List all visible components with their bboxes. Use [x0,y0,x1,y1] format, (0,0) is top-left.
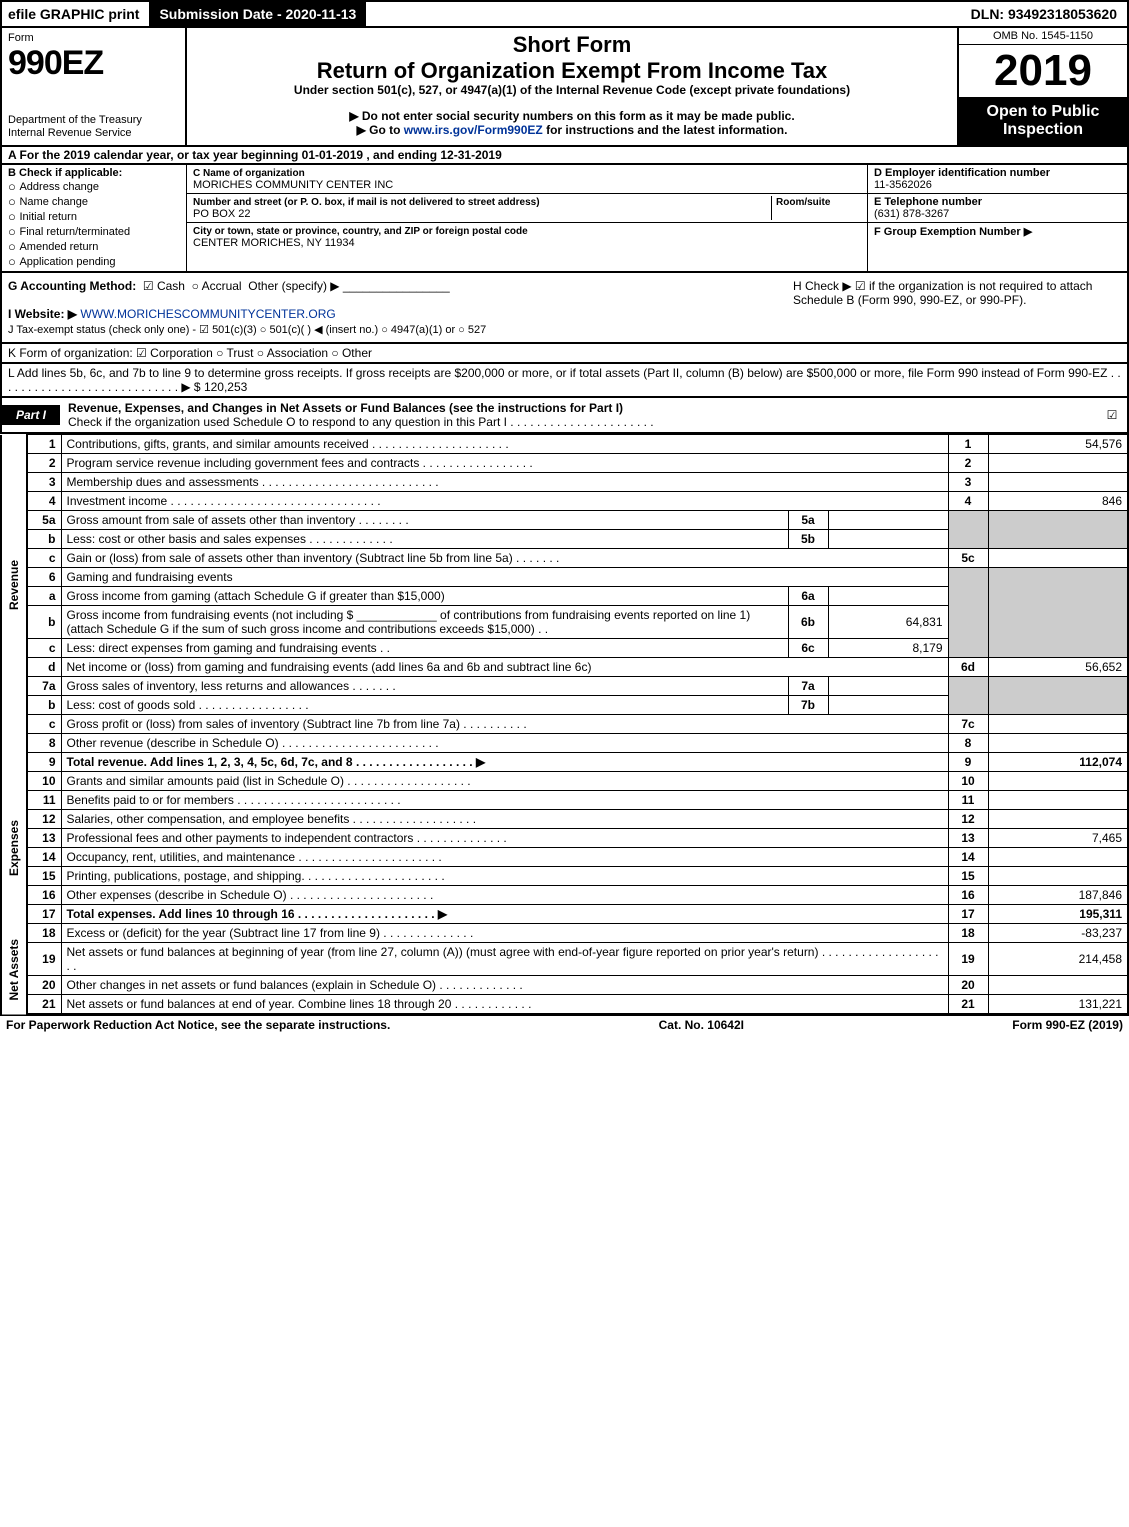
chk-address[interactable]: Address change [8,179,180,194]
return-title: Return of Organization Exempt From Incom… [197,58,947,83]
dept-irs: Internal Revenue Service [8,127,179,141]
f-grp-lbl: F Group Exemption Number ▶ [874,226,1032,238]
irs-link[interactable]: www.irs.gov/Form990EZ [404,123,543,137]
i-label: I Website: ▶ [8,307,77,321]
side-expenses: Expenses [1,772,27,924]
side-revenue: Revenue [1,435,27,734]
g-cash[interactable]: Cash [143,279,185,293]
dln: DLN: 93492318053620 [961,3,1127,25]
d-ein-lbl: D Employer identification number [874,167,1050,179]
j-line: J Tax-exempt status (check only one) - ☑… [8,323,781,336]
g-other[interactable]: Other (specify) ▶ [248,279,339,293]
part-i-checkbox[interactable]: ☑ [1097,408,1127,422]
h-text: H Check ▶ ☑ if the organization is not r… [787,273,1127,342]
c-city: CENTER MORICHES, NY 11934 [193,237,355,249]
website-link[interactable]: WWW.MORICHESCOMMUNITYCENTER.ORG [80,307,335,321]
c-name-lbl: C Name of organization [193,168,305,179]
part-i-check-line: Check if the organization used Schedule … [68,415,654,429]
e-tel: (631) 878-3267 [874,208,949,220]
c-name: MORICHES COMMUNITY CENTER INC [193,179,393,191]
footer-mid: Cat. No. 10642I [659,1018,744,1032]
under-section: Under section 501(c), 527, or 4947(a)(1)… [197,83,947,97]
side-net-assets: Net Assets [1,924,27,1015]
c-street: PO BOX 22 [193,208,250,220]
part-i-header: Part I Revenue, Expenses, and Changes in… [0,398,1129,434]
k-line: K Form of organization: ☑ Corporation ○ … [0,344,1129,364]
g-label: G Accounting Method: [8,279,136,293]
part-i-title: Revenue, Expenses, and Changes in Net As… [68,401,623,415]
form-word: Form [8,32,179,44]
l-amount: 120,253 [204,380,247,394]
d-ein: 11-3562026 [874,179,932,191]
footer: For Paperwork Reduction Act Notice, see … [0,1015,1129,1034]
omb-number: OMB No. 1545-1150 [959,28,1127,45]
chk-pending[interactable]: Application pending [8,254,180,269]
chk-amended[interactable]: Amended return [8,239,180,254]
col-c: C Name of organization MORICHES COMMUNIT… [187,165,867,271]
part-i-table: Revenue 1Contributions, gifts, grants, a… [0,434,1129,1015]
c-room-lbl: Room/suite [776,197,830,208]
efile-label[interactable]: efile GRAPHIC print [2,3,145,25]
section-g-h: G Accounting Method: Cash Accrual Other … [0,273,1129,344]
g-accrual[interactable]: Accrual [192,279,242,293]
section-b-through-f: B Check if applicable: Address change Na… [0,165,1129,273]
note-ssn: Do not enter social security numbers on … [197,109,947,123]
c-street-lbl: Number and street (or P. O. box, if mail… [193,197,540,208]
footer-left: For Paperwork Reduction Act Notice, see … [6,1018,390,1032]
col-b: B Check if applicable: Address change Na… [2,165,187,271]
section-a: A For the 2019 calendar year, or tax yea… [0,147,1129,165]
open-to-public: Open to Public Inspection [959,97,1127,145]
footer-right: Form 990-EZ (2019) [1012,1018,1123,1032]
chk-final[interactable]: Final return/terminated [8,224,180,239]
col-d-e-f: D Employer identification number 11-3562… [867,165,1127,271]
note-goto: Go to www.irs.gov/Form990EZ for instruct… [197,123,947,137]
form-number: 990EZ [8,44,179,83]
b-title: B Check if applicable: [8,167,180,179]
short-form: Short Form [197,32,947,58]
chk-initial[interactable]: Initial return [8,209,180,224]
dept-treasury: Department of the Treasury [8,114,179,128]
chk-name[interactable]: Name change [8,194,180,209]
e-tel-lbl: E Telephone number [874,196,982,208]
part-i-label: Part I [2,405,60,425]
submission-date: Submission Date - 2020-11-13 [149,2,366,26]
tax-year: 2019 [959,45,1127,97]
c-city-lbl: City or town, state or province, country… [193,226,528,237]
top-bar: efile GRAPHIC print Submission Date - 20… [0,0,1129,26]
form-header: Form 990EZ Department of the Treasury In… [0,26,1129,147]
l-line: L Add lines 5b, 6c, and 7b to line 9 to … [0,364,1129,398]
